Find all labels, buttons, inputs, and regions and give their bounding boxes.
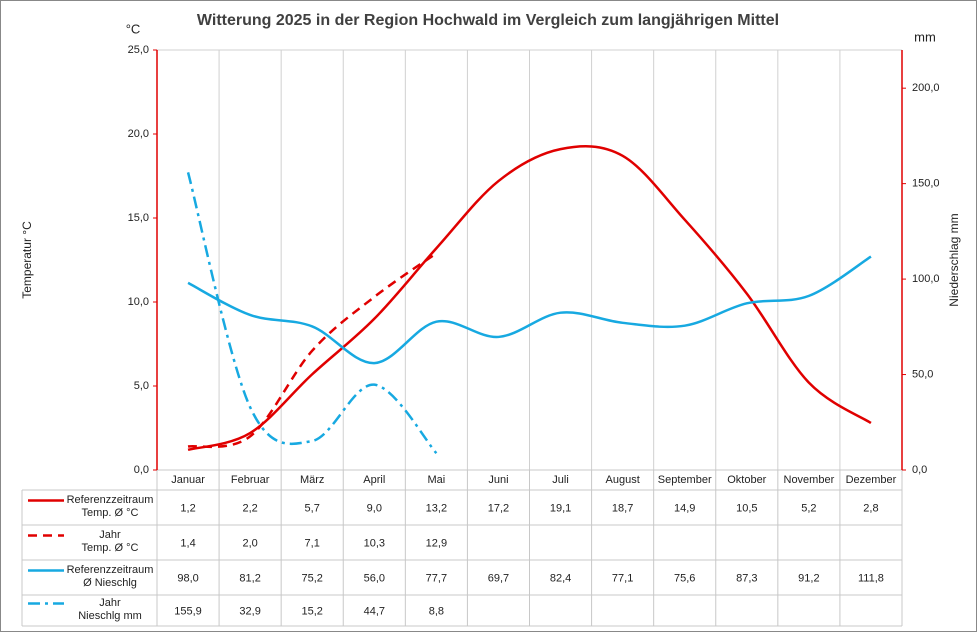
table-value: 87,3: [736, 572, 757, 584]
y2-unit: mm: [914, 29, 936, 44]
table-value: 111,8: [858, 572, 884, 584]
table-value: 69,7: [488, 572, 509, 584]
table-value: 56,0: [364, 572, 385, 584]
x-tick-label: März: [300, 474, 324, 486]
legend-label: Referenzzeitraum Ø Nieschlg: [66, 563, 154, 589]
x-tick-label: April: [363, 474, 385, 486]
table-value: 7,1: [305, 537, 320, 549]
table-value: 2,0: [242, 537, 257, 549]
table-value: 5,7: [305, 502, 320, 514]
table-value: 2,8: [863, 502, 878, 514]
y-unit: °C: [126, 21, 141, 36]
table-value: 15,2: [301, 605, 322, 617]
x-tick-label: Dezember: [846, 474, 897, 486]
table-value: 1,2: [180, 502, 195, 514]
table-value: 5,2: [801, 502, 816, 514]
series-line: [186, 172, 438, 455]
table-value: 1,4: [180, 537, 195, 549]
table-value: 18,7: [612, 502, 633, 514]
y2-tick-label: 150,0: [912, 178, 940, 190]
series-line: [187, 252, 438, 449]
table-value: 14,9: [674, 502, 695, 514]
table-value: 10,5: [736, 502, 757, 514]
y-tick-label: 5,0: [134, 380, 149, 392]
x-tick-label: November: [784, 474, 835, 486]
table-value: 91,2: [798, 572, 819, 584]
table-value: 82,4: [550, 572, 571, 584]
x-tick-label: Mai: [428, 474, 446, 486]
x-tick-label: Juni: [488, 474, 508, 486]
table-value: 155,9: [174, 605, 202, 617]
table-value: 44,7: [364, 605, 385, 617]
table-value: 13,2: [426, 502, 447, 514]
table-value: 9,0: [367, 502, 382, 514]
table-value: 10,3: [364, 537, 385, 549]
y2-tick-label: 0,0: [912, 464, 927, 476]
table-value: 98,0: [177, 572, 198, 584]
table-value: 2,2: [242, 502, 257, 514]
y-axis-title: Temperatur °C: [20, 221, 34, 299]
table-value: 75,2: [301, 572, 322, 584]
table-value: 8,8: [429, 605, 444, 617]
y-tick-label: 15,0: [128, 212, 149, 224]
y2-tick-label: 50,0: [912, 368, 933, 380]
series-line: [187, 145, 872, 452]
table-value: 17,2: [488, 502, 509, 514]
y-tick-label: 25,0: [128, 44, 149, 56]
y2-tick-label: 100,0: [912, 273, 940, 285]
series-line: [187, 255, 872, 365]
table-value: 81,2: [239, 572, 260, 584]
x-tick-label: Juli: [552, 474, 569, 486]
x-tick-label: Februar: [231, 474, 270, 486]
table-value: 77,1: [612, 572, 633, 584]
chart-title: Witterung 2025 in der Region Hochwald im…: [197, 12, 779, 29]
x-tick-label: Oktober: [727, 474, 766, 486]
y-tick-label: 10,0: [128, 296, 149, 308]
x-tick-label: Januar: [171, 474, 205, 486]
y-tick-label: 0,0: [134, 464, 149, 476]
table-value: 75,6: [674, 572, 695, 584]
y-tick-label: 20,0: [128, 128, 149, 140]
y2-axis-title: Niederschlag mm: [947, 213, 961, 306]
legend-label: Jahr Nieschlg mm: [78, 596, 142, 622]
x-tick-label: September: [658, 474, 712, 486]
x-tick-label: August: [606, 474, 640, 486]
table-value: 32,9: [239, 605, 260, 617]
legend-label: Referenzzeitraum Temp. Ø °C: [66, 493, 154, 519]
table-value: 77,7: [426, 572, 447, 584]
legend-label: Jahr Temp. Ø °C: [81, 528, 139, 554]
table-value: 12,9: [426, 537, 447, 549]
table-value: 19,1: [550, 502, 571, 514]
y2-tick-label: 200,0: [912, 82, 940, 94]
